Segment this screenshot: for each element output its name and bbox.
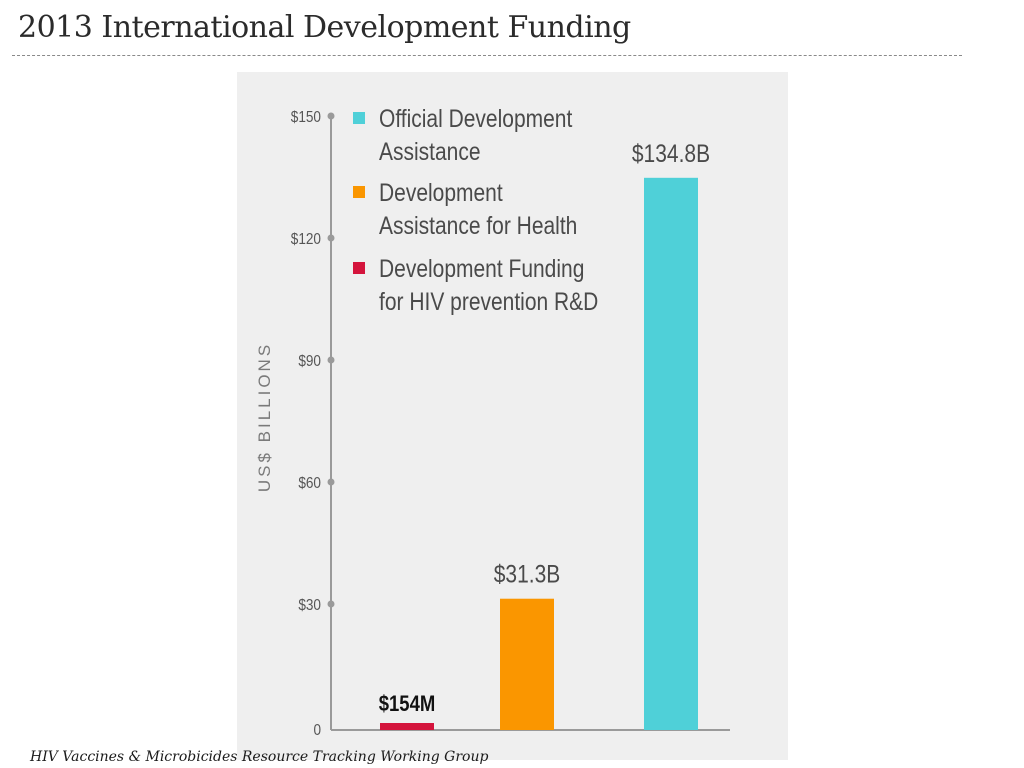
legend-swatch (353, 262, 365, 274)
legend-entry-label: Official Development (379, 104, 573, 132)
y-tick-label: $90 (298, 353, 321, 370)
bar (644, 177, 698, 730)
bar-value-label: $154M (379, 693, 435, 717)
legend-swatch (353, 112, 365, 124)
y-tick-label: $30 (298, 597, 321, 614)
legend-entry-label: Development (379, 178, 503, 206)
y-tick-marker (327, 356, 335, 364)
source-footer: HIV Vaccines & Microbicides Resource Tra… (30, 749, 489, 765)
legend-entry-label: Development Funding (379, 254, 584, 282)
legend-swatch (353, 186, 365, 198)
bar-chart: 0 $30 $60 $90 $120 $150 US$ BILLIONS Official … (255, 104, 730, 739)
legend-entry-label: Assistance for Health (379, 211, 577, 239)
legend: Official Development Assistance Developmen… (353, 104, 598, 315)
y-tick-marker (327, 234, 335, 242)
y-tick-marker (327, 112, 335, 120)
bar-value-label: $134.8B (632, 139, 710, 167)
legend-entry-label: Assistance (379, 137, 481, 165)
slide-title: 2013 International Development Funding (18, 10, 631, 45)
y-tick-label: 0 (313, 722, 321, 739)
y-tick-label: $60 (298, 475, 321, 492)
bar (380, 723, 434, 730)
y-axis-title: US$ BILLIONS (255, 342, 274, 492)
y-tick-marker (327, 478, 335, 486)
y-tick-label: $120 (291, 231, 321, 248)
chart-panel: 0 $30 $60 $90 $120 $150 US$ BILLIONS Official … (237, 72, 788, 760)
title-divider (12, 55, 962, 56)
y-tick-marker (327, 600, 335, 608)
bar-value-label: $31.3B (494, 560, 561, 588)
legend-entry-label: for HIV prevention R&D (379, 287, 598, 315)
bar (500, 598, 554, 730)
bars: $154M $31.3B $134.8B (379, 139, 710, 730)
y-tick-label: $150 (291, 109, 321, 126)
